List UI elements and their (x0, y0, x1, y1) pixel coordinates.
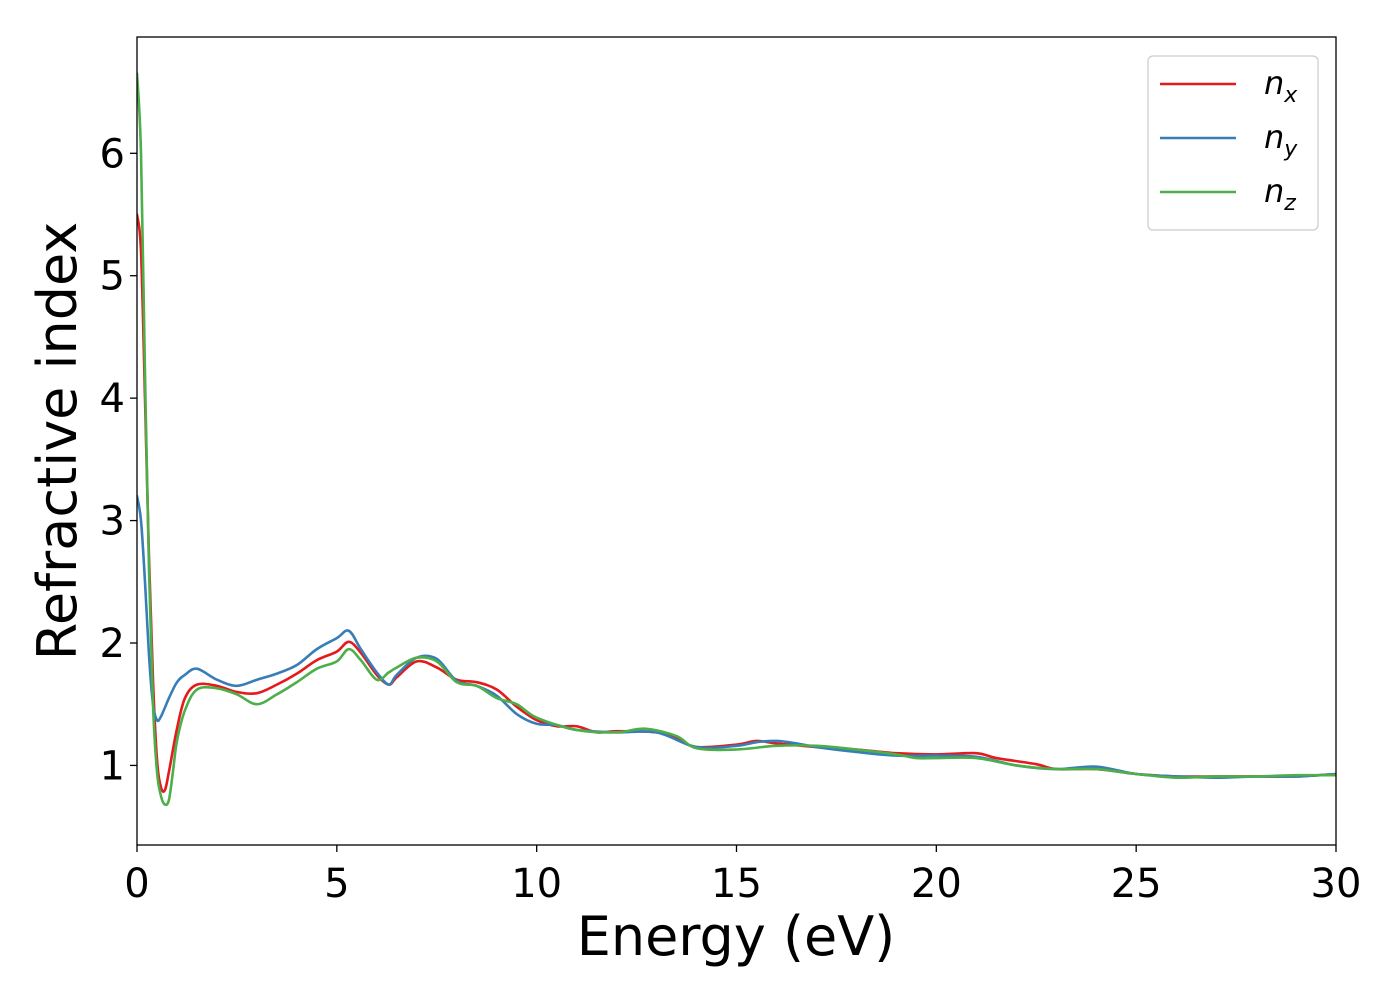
y-tick-label: 4 (100, 376, 125, 422)
series-line-z (137, 72, 1336, 807)
y-tick-label: 5 (100, 254, 125, 300)
x-tick-label: 5 (324, 861, 349, 907)
y-axis-title: Refractive index (26, 222, 89, 661)
series-line-y (137, 494, 1336, 779)
y-tick-label: 6 (100, 131, 125, 177)
x-tick-label: 10 (511, 861, 562, 907)
x-axis-ticks: 0 5 10 15 20 25 30 (124, 845, 1361, 907)
series-line-x (137, 213, 1336, 793)
legend-label-z: nz (1264, 172, 1296, 216)
series-layer (137, 72, 1336, 807)
x-axis-title: Energy (eV) (577, 905, 896, 968)
legend-label-x: nx (1264, 64, 1298, 108)
x-tick-label: 30 (1311, 861, 1362, 907)
y-tick-label: 1 (100, 743, 125, 789)
legend-label-y: ny (1264, 118, 1298, 162)
x-tick-label: 20 (911, 861, 962, 907)
y-tick-label: 2 (100, 621, 125, 667)
x-tick-label: 0 (124, 861, 149, 907)
y-tick-label: 3 (100, 499, 125, 545)
legend-frame (1147, 55, 1319, 231)
x-tick-label: 25 (1111, 861, 1162, 907)
x-tick-label: 15 (711, 861, 762, 907)
legend: nx ny nz (1147, 55, 1319, 231)
y-axis-ticks: 1 2 3 4 5 6 (100, 131, 137, 789)
